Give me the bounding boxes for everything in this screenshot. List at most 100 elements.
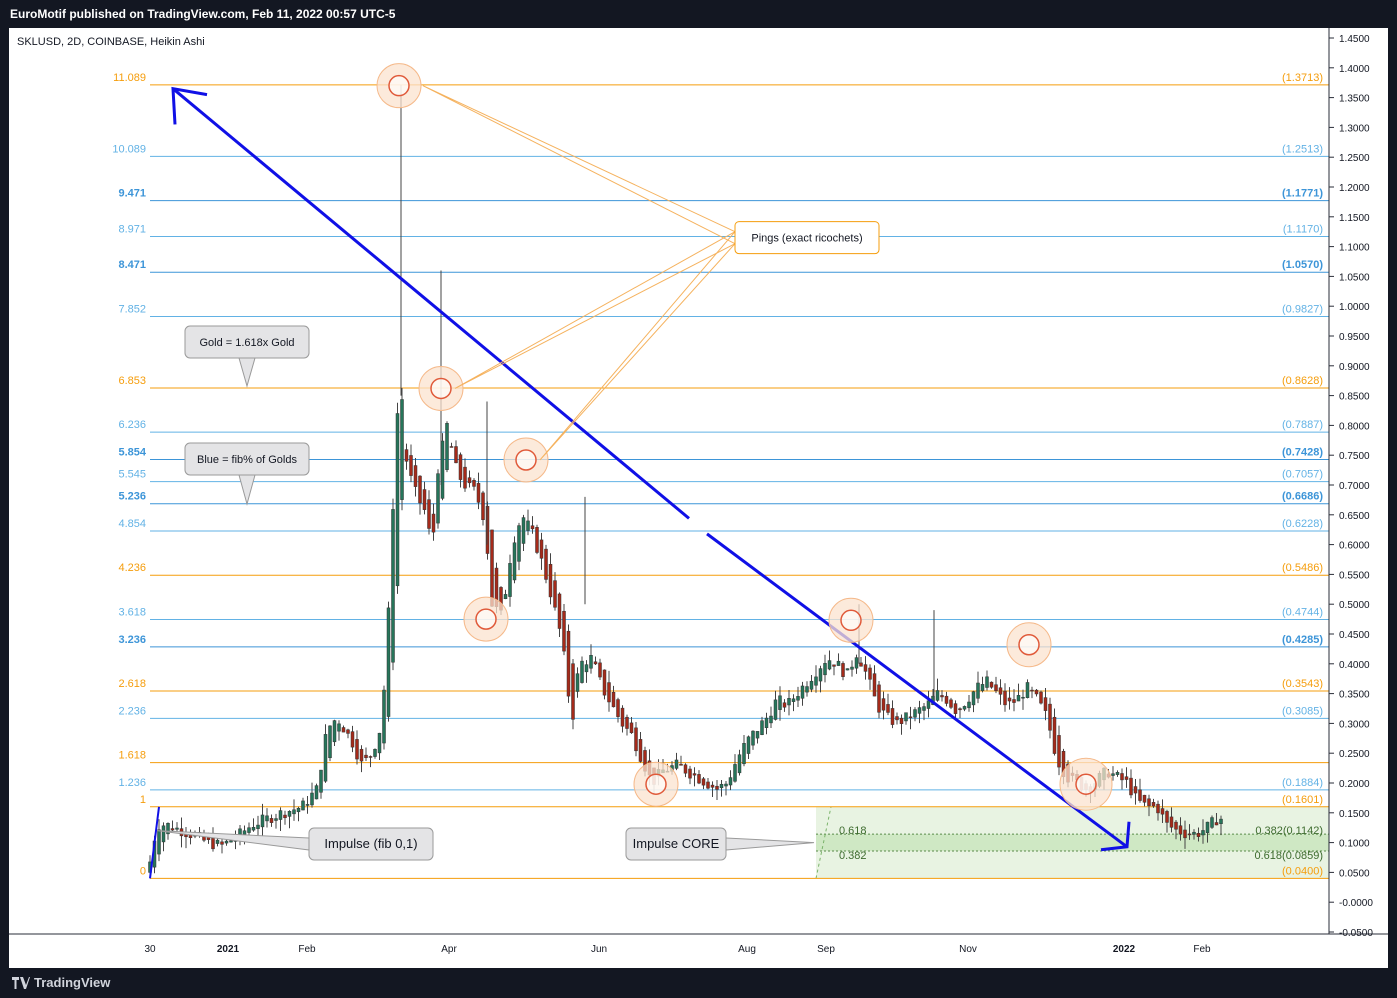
ping-circle-inner [388, 74, 410, 97]
candle-body [476, 483, 481, 503]
candle-body [881, 698, 886, 711]
fib-price-label: (1.0570) [1282, 259, 1323, 271]
published-info: EuroMotif published on TradingView.com, … [10, 7, 396, 21]
candle-body [251, 827, 256, 831]
candle-body [557, 593, 562, 629]
candle-body [467, 477, 472, 484]
candle-body [706, 781, 710, 789]
candle-body [1174, 821, 1178, 830]
candle-body [301, 800, 305, 811]
candle-body [1012, 699, 1016, 703]
candle-body [634, 727, 638, 752]
fib-price-label: (1.1771) [1282, 188, 1323, 200]
y-tick-label: 1.3000 [1339, 123, 1370, 134]
candle-body [409, 455, 413, 476]
candle-body [449, 446, 454, 448]
candle-body [157, 829, 161, 855]
candle-body [773, 699, 778, 720]
core-zone-layer: 0.618 0.382 0.382(0.1142) 0.618(0.0859) [815, 806, 1329, 879]
ping-circles-layer [376, 63, 1113, 811]
symbol-label: SKLUSD, 2D, COINBASE, Heikin Ashi [17, 36, 205, 48]
candle-body [841, 663, 845, 677]
blue-note-pointer [238, 474, 256, 506]
candle-body [638, 739, 643, 762]
candle-body [949, 699, 953, 708]
candle-body [904, 712, 908, 722]
candle-body [224, 840, 229, 844]
candle-body [980, 684, 985, 691]
publish-bar: EuroMotif published on TradingView.com, … [0, 0, 1397, 28]
candle-body [166, 822, 170, 835]
fib-ratio-label: 5.545 [118, 469, 146, 481]
candle-body [1115, 772, 1120, 775]
candle-body [854, 657, 859, 669]
candle-body [625, 716, 629, 729]
fib-price-label: (1.3713) [1282, 72, 1323, 84]
downtrend-line-upper [172, 87, 690, 520]
fib-price-label: (0.9827) [1282, 304, 1323, 316]
candle-body [503, 594, 508, 600]
downtrend-line-lower [706, 532, 1128, 848]
candle-body [1219, 818, 1223, 824]
core-right-lower-label: 0.618(0.0859) [1255, 850, 1324, 862]
candle-body [1138, 789, 1142, 801]
y-tick-label: 0.3500 [1339, 690, 1370, 701]
fib-ratio-label: 0 [140, 865, 146, 877]
y-tick-label: 0.7000 [1339, 481, 1370, 492]
fib-price-label: (0.4285) [1282, 634, 1323, 646]
fib-ratio-label: 2.618 [118, 678, 146, 690]
footer-brand[interactable]: TradingView [34, 975, 111, 990]
core-left-upper-label: 0.618 [839, 825, 867, 837]
candle-body [566, 630, 571, 697]
candle-body [458, 454, 463, 480]
candle-body [1034, 689, 1039, 695]
candle-body [580, 660, 584, 683]
x-tick-label: Feb [1193, 944, 1211, 955]
candle-body [211, 838, 215, 850]
candle-body [814, 676, 818, 686]
y-tick-label: 0.9000 [1339, 362, 1370, 373]
y-tick-label: -0.0000 [1339, 898, 1373, 909]
candle-body [823, 663, 827, 676]
core-note-text: Impulse CORE [633, 836, 720, 851]
candle-body [341, 727, 346, 733]
candle-body [832, 664, 836, 667]
candle-body [404, 449, 409, 462]
candle-body [377, 732, 382, 754]
fib-price-label: (0.7887) [1282, 419, 1323, 431]
candle-body [260, 814, 265, 828]
fib-price-label: (0.6228) [1282, 518, 1323, 530]
candle-body [562, 610, 566, 652]
tradingview-logo-icon [12, 977, 30, 989]
arrow-head-top [171, 86, 208, 125]
candle-body [850, 666, 854, 670]
fib-ratio-label: 1.236 [118, 777, 146, 789]
candle-body [1025, 682, 1030, 698]
candle-body [431, 513, 436, 533]
candle-body [175, 827, 179, 830]
y-tick-label: 1.1000 [1339, 243, 1370, 254]
fib-price-label: (1.1170) [1283, 223, 1323, 235]
candle-body [310, 792, 314, 806]
chart-frame[interactable]: 0.618 0.382 0.382(0.1142) 0.618(0.0859) 11.… [9, 28, 1388, 968]
y-tick-label: 0.8000 [1339, 421, 1370, 432]
pings-leader [422, 85, 736, 245]
candle-body [346, 729, 350, 734]
blue-note [184, 442, 310, 476]
fib-ratio-label: 3.236 [118, 634, 146, 646]
fib-price-label: (0.8628) [1282, 375, 1323, 387]
candle-body [620, 707, 625, 727]
fib-ratio-label: 2.236 [118, 705, 146, 717]
y-tick-label: 0.1000 [1339, 839, 1370, 850]
y-axis-ticks: 1.4500 1.4000 1.3500 1.3000 1.2500 1.2000 1.15… [1329, 34, 1373, 939]
x-tick-label: 2021 [217, 944, 240, 955]
impulse-note-text: Impulse (fib 0,1) [324, 836, 417, 851]
candle-body [971, 691, 976, 706]
fib-ratio-label: 5.236 [118, 491, 146, 503]
ping-circle-inner [475, 608, 497, 630]
y-tick-label: 0.9500 [1339, 332, 1370, 343]
y-tick-label: 0.6000 [1339, 541, 1370, 552]
fib-ratio-label: 1.618 [118, 750, 146, 762]
fib-price-label: (0.5486) [1282, 562, 1323, 574]
